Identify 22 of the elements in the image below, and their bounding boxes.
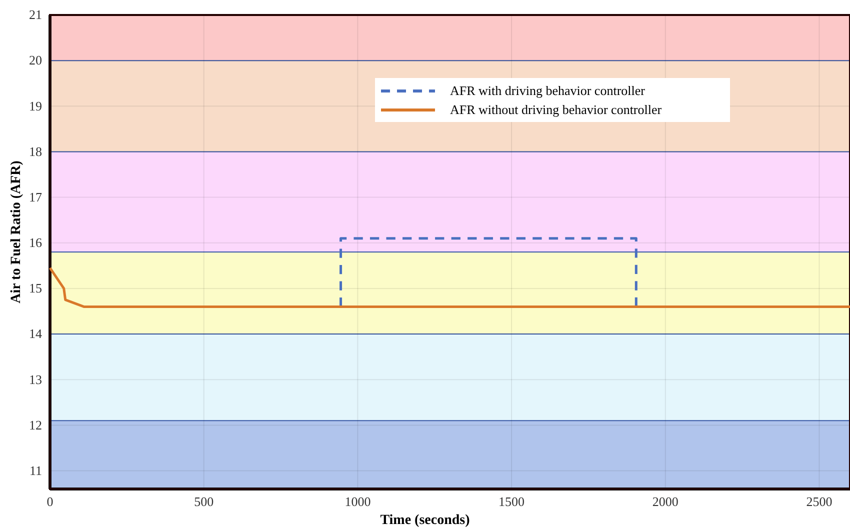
y-tick-label: 11 — [29, 462, 42, 478]
y-tick-label: 16 — [29, 235, 42, 250]
y-tick-label: 21 — [29, 7, 42, 22]
x-axis-title: Time (seconds) — [380, 513, 470, 528]
y-tick-label: 18 — [29, 144, 42, 159]
x-tick-label: 2000 — [652, 494, 678, 510]
y-tick-label: 13 — [29, 372, 42, 387]
y-tick-label: 20 — [29, 52, 42, 68]
y-tick-label: 12 — [29, 417, 42, 432]
x-tick-label: 0 — [46, 494, 54, 510]
y-tick-label: 17 — [29, 189, 42, 204]
y-tick-label: 19 — [29, 98, 42, 114]
y-axis-title: Air to Fuel Ratio (AFR) — [9, 160, 24, 304]
x-tick-label: 1000 — [344, 494, 371, 510]
legend-label: AFR with driving behavior controller — [450, 83, 646, 98]
y-tick-label: 14 — [29, 326, 42, 342]
y-tick-label: 15 — [29, 280, 42, 296]
legend-label: AFR without driving behavior controller — [450, 102, 662, 117]
x-tick-label: 2500 — [806, 494, 832, 510]
x-tick-label: 500 — [194, 494, 214, 510]
x-tick-label: 1500 — [498, 494, 525, 510]
line-series — [48, 266, 850, 308]
